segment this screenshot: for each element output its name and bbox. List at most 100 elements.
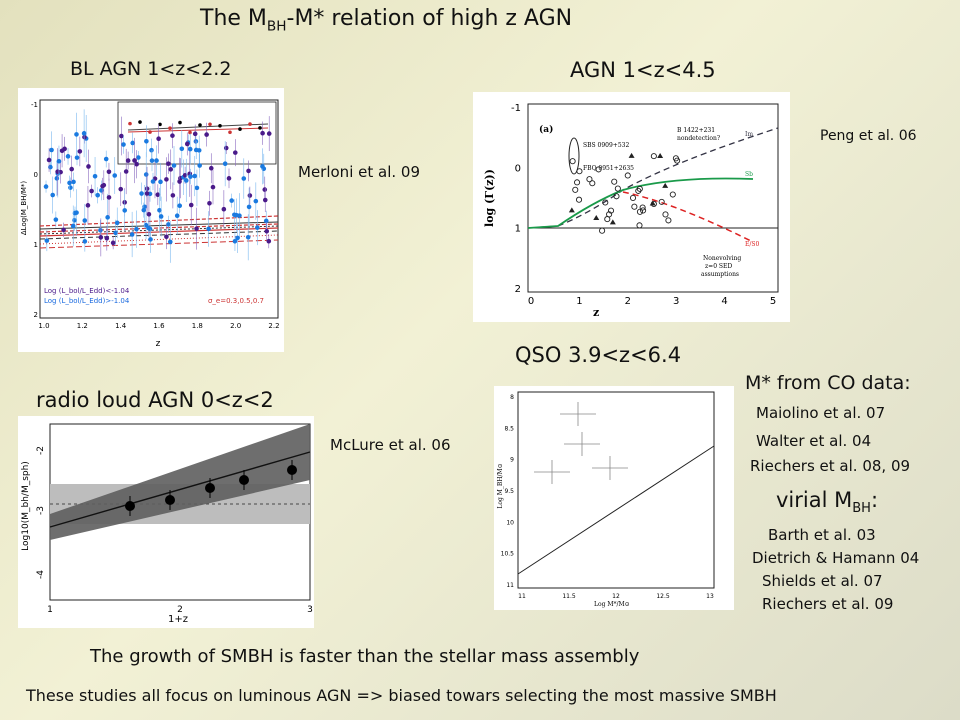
bl-agn-point — [146, 211, 152, 217]
peng-frame — [527, 103, 779, 293]
bl-agn-point — [74, 155, 80, 160]
bl-agn-point — [177, 179, 182, 184]
bl-agn-point — [188, 202, 194, 208]
bl-agn-point — [232, 238, 238, 244]
peng-x-tick-label: 5 — [770, 296, 776, 307]
bl-agn-point — [255, 225, 260, 230]
bl-agn-point — [118, 186, 124, 192]
bl-agn-point — [100, 183, 105, 189]
peng-point — [640, 207, 647, 214]
peng-point — [629, 194, 637, 201]
bl-agn-point — [263, 218, 269, 224]
bl-agn-point — [103, 156, 109, 162]
fit-line-black — [39, 221, 279, 230]
bl-agn-point — [262, 197, 268, 203]
peng-x-tick-label: 1 — [576, 296, 582, 307]
bl-agn-point — [121, 142, 126, 147]
peng-point — [631, 203, 638, 210]
bl-agn-inset-frame — [117, 101, 277, 165]
fit-line-red — [39, 227, 279, 237]
bl-agn-point — [157, 208, 162, 213]
bl-agn-point — [82, 218, 88, 223]
bl-agn-point — [206, 226, 211, 232]
peng-x-tick-label: 0 — [528, 296, 534, 307]
bl-agn-point — [134, 226, 139, 232]
bl-agn-point — [235, 235, 240, 241]
bl-agn-point — [166, 161, 171, 166]
bl-agn-point — [208, 165, 214, 171]
bl-agn-point — [130, 140, 135, 146]
bl-agn-point — [155, 192, 161, 197]
bl-agn-point — [170, 193, 176, 198]
bl-agn-point — [253, 198, 259, 204]
qso-y-tick-label: 10 — [506, 519, 514, 526]
inset-black-line — [127, 123, 269, 131]
bl-agn-point — [104, 235, 110, 241]
bl-agn-point — [74, 210, 79, 215]
bl-agn-point — [146, 225, 151, 231]
inset-point — [248, 122, 252, 126]
peng-x-tick-label: 4 — [721, 296, 727, 307]
peng-annot-sbs: SBS 0909+532 — [583, 142, 629, 149]
bl-agn-point — [174, 213, 180, 219]
bl-agn-point — [74, 132, 79, 137]
peng-point — [602, 199, 609, 206]
bl-agn-point — [110, 240, 116, 246]
bl-agn-point — [193, 147, 199, 153]
bl-agn-point — [68, 185, 73, 190]
bl-agn-x-tick-label: 2.2 — [268, 322, 279, 330]
bl-agn-point — [149, 147, 154, 153]
bl-agn-point — [71, 179, 76, 185]
bl-agn-point — [158, 179, 163, 185]
bl-agn-point — [99, 188, 104, 193]
bl-agn-point — [92, 173, 98, 179]
bl-agn-xlabel: z — [156, 339, 161, 349]
bl-agn-point — [56, 158, 62, 164]
radio-xticks: 1 2 3 — [47, 605, 313, 615]
bl-agn-point — [246, 204, 252, 210]
bl-agn-point — [77, 149, 83, 154]
peng-point — [576, 168, 583, 175]
radio-x-tick-label: 3 — [307, 605, 313, 615]
virial-ref-item: Dietrich & Hamann 04 — [752, 549, 920, 567]
peng-point — [573, 179, 581, 186]
bl-agn-point — [144, 191, 150, 196]
peng-y-tick-label: 2 — [515, 284, 521, 295]
peng-point — [624, 172, 631, 179]
title-star: * — [313, 6, 325, 31]
bl-agn-point — [123, 169, 129, 174]
mstar-heading: M* from CO data: — [745, 372, 911, 394]
bl-agn-point — [245, 234, 251, 240]
bl-agn-point — [67, 180, 72, 186]
radio-loud-heading: radio loud AGN 0<z<2 — [36, 388, 274, 412]
peng-point — [662, 182, 669, 188]
bl-agn-yticks: 2 1 0 -1 — [31, 101, 38, 319]
radio-x-tick-label: 2 — [177, 605, 183, 615]
qso-x-tick-label: 11 — [518, 593, 526, 600]
peng-sb-curve — [527, 177, 754, 229]
bl-agn-point — [114, 220, 120, 226]
radio-loud-figure: 1 2 3 -2 -3 -4 Log10(M_bh/M_sph) 1+z — [18, 416, 314, 628]
peng-point — [636, 185, 643, 192]
bl-agn-point — [144, 138, 149, 144]
title-sub-bh: BH — [266, 18, 287, 35]
bl-agn-point — [187, 146, 193, 152]
qso-xticks: 11 11.5 12 12.5 13 — [518, 593, 714, 600]
bl-agn-point — [247, 193, 253, 198]
peng-point — [613, 193, 620, 200]
radio-point — [125, 501, 135, 511]
caveat-line: These studies all focus on luminous AGN … — [26, 686, 777, 705]
qso-x-tick-label: 11.5 — [562, 593, 576, 600]
agn-peng-heading: AGN 1<z<4.5 — [570, 58, 716, 82]
peng-point — [636, 222, 643, 229]
bl-agn-point — [232, 150, 238, 155]
bl-agn-point — [179, 146, 185, 152]
peng-panel-tag: (a) — [539, 124, 553, 135]
bl-agn-point — [177, 203, 183, 209]
bl-agn-point — [134, 161, 139, 167]
bl-agn-legend-low: Log (L_bol/L_Edd)<-1.04 — [44, 287, 130, 295]
bl-agn-point — [164, 234, 169, 240]
peng-point — [650, 153, 657, 160]
merloni-reference: Merloni et al. 09 — [298, 163, 420, 181]
bl-agn-points — [43, 109, 272, 263]
